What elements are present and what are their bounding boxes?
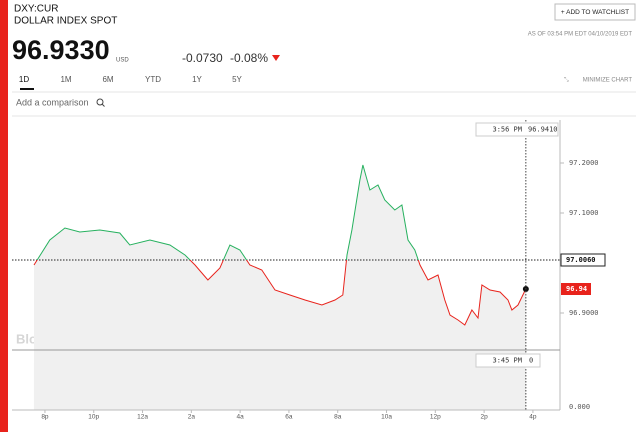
area: [33, 165, 526, 410]
x-tick-label: 12a: [137, 414, 148, 421]
crosshair-box: [475, 122, 559, 137]
change: -0.0730: [182, 51, 223, 65]
reference-label: 97.0060: [566, 256, 596, 264]
x-tick-label: 8p: [41, 414, 49, 421]
comparison-input[interactable]: Add a comparison: [16, 97, 89, 107]
reference-label-box: [560, 253, 606, 267]
search-icon[interactable]: [101, 103, 105, 107]
x-tick-label: 4p: [529, 414, 537, 421]
price-line-above: [36, 164, 419, 260]
x-tick-label: 10p: [88, 414, 99, 421]
range-tab[interactable]: 1Y: [192, 75, 202, 84]
crosshair-value: 96.9410: [528, 126, 558, 134]
x-tick-label: 12p: [430, 414, 441, 421]
volume-crosshair-time: 3:45 PM: [492, 357, 522, 365]
price-line-below: [33, 260, 527, 326]
search-icon[interactable]: [96, 98, 104, 106]
range-tab[interactable]: 5Y: [232, 75, 242, 84]
volume-crosshair-box: [475, 353, 541, 368]
minimize-icon[interactable]: ⤡: [564, 77, 569, 84]
x-tick-label: 2a: [188, 414, 196, 421]
change-percent: -0.08%: [230, 51, 268, 65]
watchlist-label[interactable]: + ADD TO WATCHLIST: [561, 9, 629, 16]
price: 96.9330: [12, 35, 110, 65]
volume-crosshair-value: 0: [529, 357, 533, 365]
range-tab[interactable]: YTD: [145, 75, 161, 84]
y-tick-label: 96.9000: [569, 309, 599, 317]
x-tick-label: 4a: [237, 414, 245, 421]
currency: USD: [116, 58, 129, 64]
y-tick-label: 97.2000: [569, 159, 599, 167]
watchlist-button[interactable]: [554, 3, 636, 21]
minimize-chart[interactable]: MINIMIZE CHART: [583, 78, 633, 84]
down-arrow: [272, 55, 280, 61]
range-tab[interactable]: 6M: [102, 75, 113, 84]
crosshair-time: 3:56 PM: [492, 126, 522, 134]
range-tab[interactable]: 1D: [19, 75, 29, 84]
x-tick-label: 6a: [285, 414, 293, 421]
last-label-box: [561, 283, 591, 295]
x-tick-label: 10a: [381, 414, 392, 421]
active-tab-underline: [20, 88, 34, 90]
ticker: DXY:CUR: [14, 4, 58, 15]
range-tab[interactable]: 1M: [60, 75, 71, 84]
as-of: AS OF 03:54 PM EDT 04/10/2019 EDT: [528, 32, 633, 38]
accent-bar: [0, 0, 8, 432]
x-tick-label: 8a: [334, 414, 342, 421]
x-tick-label: 2p: [481, 414, 489, 421]
last-label: 96.94: [566, 285, 587, 293]
y-tick-label: 97.1000: [569, 209, 599, 217]
volume-tick-label: 0.000: [569, 403, 590, 411]
instrument-name: DOLLAR INDEX SPOT: [14, 16, 117, 27]
